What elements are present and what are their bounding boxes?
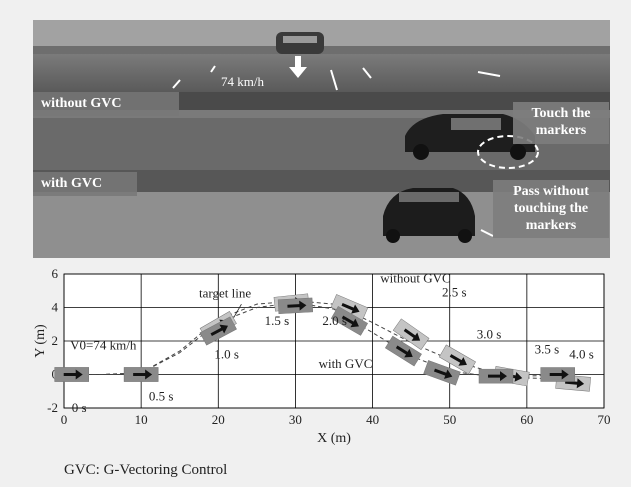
with-gvc-annotation: with GVC (319, 356, 373, 371)
heading-arrow (395, 345, 413, 358)
y-axis-label: Y (m) (33, 324, 48, 358)
x-axis-label: X (m) (317, 431, 351, 446)
heading-arrow (549, 369, 569, 380)
x-tick-label: 70 (598, 412, 611, 427)
time-label: 3.0 s (477, 326, 502, 341)
car-without-gvc (405, 114, 535, 152)
y-tick-label: 4 (52, 300, 59, 315)
time-label: 2.0 s (322, 313, 347, 328)
heading-arrow (433, 368, 453, 379)
y-tick-label: 2 (52, 333, 59, 348)
time-label: 2.5 s (442, 284, 467, 299)
y-tick-label: 6 (52, 266, 59, 281)
heading-arrow (133, 369, 153, 380)
y-tick-label: -2 (47, 400, 58, 415)
x-tick-label: 40 (366, 412, 379, 427)
initial-speed-label: V0=74 km/h (70, 337, 137, 352)
heading-arrow (565, 378, 585, 389)
heading-arrow (403, 328, 421, 341)
target-line-label: target line (199, 285, 251, 300)
footer-note: GVC: G-Vectoring Control (64, 462, 228, 478)
time-label: 0 s (72, 400, 87, 415)
test-photo: 74 km/h without GVC with GVC Touch the m… (33, 20, 610, 258)
speed-label: 74 km/h (221, 74, 264, 89)
with-gvc-label: with GVC (33, 172, 137, 196)
direction-arrow (289, 56, 307, 78)
x-tick-label: 50 (443, 412, 456, 427)
x-tick-label: 30 (289, 412, 302, 427)
x-tick-label: 20 (212, 412, 225, 427)
x-tick-label: 60 (520, 412, 533, 427)
pass-callout: Pass without touching the markers (493, 180, 609, 239)
without-gvc-annotation: without GVC (380, 270, 450, 285)
time-label: 4.0 s (569, 346, 594, 361)
time-label: 1.0 s (214, 346, 239, 361)
time-label: 1.5 s (265, 313, 290, 328)
heading-arrow (488, 371, 507, 382)
x-tick-label: 0 (61, 412, 68, 427)
heading-arrow (341, 315, 359, 328)
heading-arrow (287, 300, 307, 311)
x-tick-label: 10 (135, 412, 148, 427)
heading-arrow (341, 302, 360, 314)
time-label: 3.5 s (535, 341, 560, 356)
heading-arrow (449, 354, 467, 366)
target-line-pointer (233, 303, 242, 318)
touch-callout: Touch the markers (513, 102, 609, 144)
without-gvc-label: without GVC (33, 92, 179, 116)
heading-arrow (210, 324, 228, 337)
time-label: 0.5 s (149, 388, 174, 403)
touch-marker-ring (477, 135, 539, 169)
heading-arrow (63, 369, 83, 380)
